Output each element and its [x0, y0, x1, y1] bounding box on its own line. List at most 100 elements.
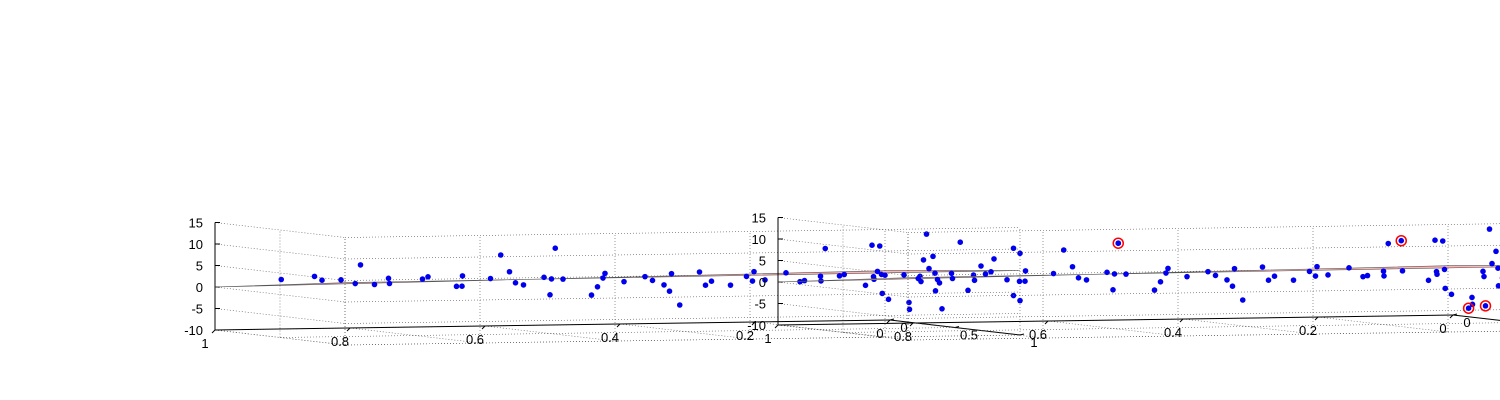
- x-tick-label: 1: [764, 331, 771, 346]
- data-point: [1312, 273, 1319, 279]
- outlier-point: [1115, 240, 1122, 246]
- data-point: [1104, 269, 1110, 276]
- grid-line: [777, 238, 909, 255]
- grid-line: [907, 330, 1500, 341]
- data-point: [982, 271, 989, 277]
- grid-line: [1047, 320, 1179, 337]
- grid-line: [344, 313, 1021, 324]
- outlier-ring: [1479, 300, 1492, 312]
- outlier-point: [1398, 237, 1405, 244]
- data-point: [988, 269, 994, 275]
- grid-line: [344, 291, 1021, 303]
- data-point: [1017, 250, 1023, 257]
- data-point: [319, 277, 325, 284]
- data-point: [1325, 272, 1331, 278]
- data-point: [661, 282, 667, 288]
- data-point: [506, 268, 513, 275]
- y-tick-label: 0.5: [960, 328, 978, 343]
- data-point: [1495, 283, 1500, 289]
- data-point: [1306, 268, 1313, 275]
- data-point: [1290, 277, 1297, 283]
- grid-line: [1182, 318, 1314, 335]
- data-point: [926, 265, 932, 272]
- data-point: [1083, 277, 1090, 283]
- data-point: [1448, 291, 1455, 298]
- data-point: [371, 281, 378, 288]
- grid-line: [344, 227, 1021, 238]
- data-point: [548, 276, 555, 282]
- data-point: [882, 272, 888, 279]
- data-point: [1432, 237, 1438, 243]
- data-point: [1163, 270, 1169, 276]
- data-point: [1157, 279, 1164, 285]
- x-tick-mark: [886, 319, 891, 324]
- z-tick-label: 10: [752, 232, 766, 247]
- data-point: [822, 245, 829, 252]
- z-tick-label: 15: [752, 211, 766, 226]
- grid-line: [907, 287, 1500, 298]
- data-point: [879, 290, 886, 297]
- data-point: [991, 256, 997, 262]
- x-tick-label: 0.6: [466, 332, 484, 347]
- x-tick-mark: [774, 324, 779, 329]
- data-point: [602, 270, 608, 277]
- data-point: [1271, 273, 1278, 280]
- data-point: [1212, 272, 1219, 279]
- x-tick-label: 0.2: [1299, 323, 1317, 338]
- data-point: [841, 271, 848, 278]
- grid-line: [484, 325, 616, 342]
- data-point: [949, 275, 956, 282]
- y-axis-line: [1452, 314, 1500, 321]
- data-point: [901, 272, 907, 278]
- data-point: [487, 275, 494, 282]
- x-tick-label: 0.4: [601, 330, 619, 345]
- x-tick-mark: [481, 325, 486, 330]
- grid-line: [214, 286, 346, 303]
- data-point: [1486, 226, 1493, 232]
- grid-line: [214, 265, 346, 281]
- x-tick-label: 0: [1439, 321, 1446, 336]
- z-tick-label: -10: [184, 323, 203, 338]
- z-tick-label: 5: [196, 259, 203, 274]
- data-point: [762, 277, 768, 283]
- data-point: [869, 242, 875, 248]
- data-point: [547, 292, 553, 298]
- data-point: [1442, 285, 1449, 292]
- data-point: [1110, 287, 1116, 293]
- data-point: [978, 263, 984, 269]
- outlier-ring: [1395, 234, 1407, 247]
- data-point: [1239, 297, 1246, 303]
- data-point: [1489, 260, 1495, 267]
- data-point: [1314, 263, 1320, 270]
- grid-line: [907, 223, 1500, 233]
- data-point: [1111, 271, 1118, 277]
- data-point: [783, 270, 789, 276]
- data-point: [749, 278, 756, 284]
- x-tick-mark: [909, 322, 914, 327]
- data-point: [520, 282, 527, 288]
- grid-line: [777, 324, 909, 341]
- data-point: [1399, 268, 1406, 274]
- x-tick-mark: [751, 321, 756, 326]
- data-point: [1050, 270, 1057, 277]
- data-point: [1380, 268, 1387, 275]
- data-point: [727, 282, 734, 288]
- data-point: [862, 282, 869, 289]
- grid-line: [214, 329, 346, 346]
- outlier-point: [1465, 305, 1472, 312]
- data-point: [971, 277, 978, 284]
- data-point: [1060, 247, 1067, 253]
- data-point: [497, 252, 504, 258]
- grid-line: [344, 248, 1021, 260]
- x-tick-mark: [1314, 316, 1319, 321]
- data-point: [552, 245, 559, 251]
- data-point: [642, 273, 648, 280]
- z-tick-label: -10: [747, 318, 766, 333]
- data-point: [906, 306, 913, 313]
- data-point: [696, 269, 703, 275]
- data-point: [560, 276, 566, 282]
- scatter-panel-right: 1 0.8 0.6 0.4 0.2 0 0 0.5 1 15 10 5 0 -5 -10: [747, 211, 1500, 346]
- data-point: [1004, 276, 1010, 283]
- data-point: [649, 277, 656, 284]
